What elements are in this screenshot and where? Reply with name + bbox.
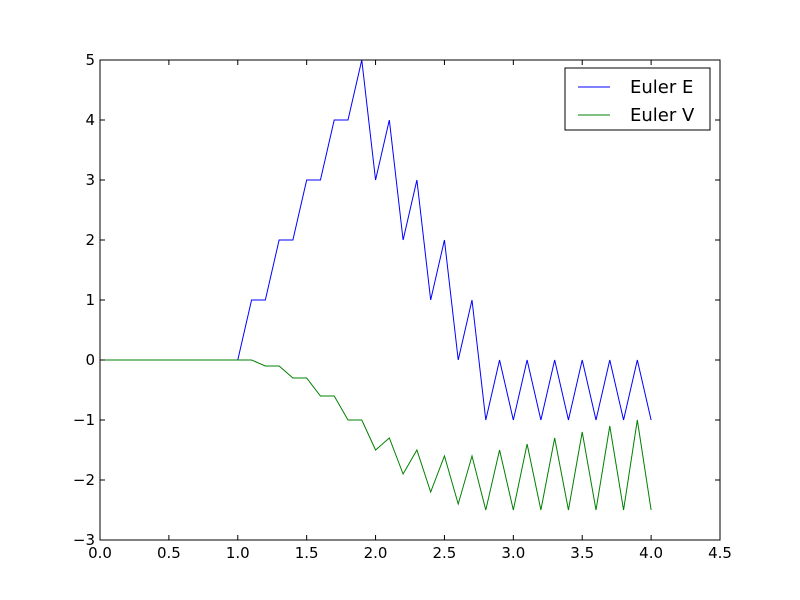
x-tick-label: 2.0	[364, 544, 388, 562]
y-tick-label: −1	[73, 411, 95, 429]
x-tick-label: 3.5	[570, 544, 594, 562]
legend-label-euler-v: Euler V	[630, 105, 695, 126]
y-tick-label: 2	[85, 231, 95, 249]
y-tick-label: 5	[85, 51, 95, 69]
y-tick-label: 1	[85, 291, 95, 309]
y-tick-labels: −3 −2 −1 0 1 2 3 4 5	[73, 51, 95, 549]
legend: Euler E Euler V	[564, 67, 711, 131]
legend-box	[564, 67, 711, 131]
y-tick-label: −2	[73, 471, 95, 489]
y-tick-label: −3	[73, 531, 95, 549]
plot-frame	[99, 59, 721, 541]
x-tick-label: 2.5	[433, 544, 457, 562]
x-tick-label: 3.0	[501, 544, 525, 562]
x-tick-label: 1.5	[295, 544, 319, 562]
y-tick-label: 0	[85, 351, 95, 369]
x-tick-label: 0.0	[88, 544, 112, 562]
y-tick-label: 4	[85, 111, 95, 129]
series-line-euler-v	[100, 359, 652, 511]
x-tick-labels: 0.0 0.5 1.0 1.5 2.0 2.5 3.0 3.5 4.0 4.5	[88, 544, 732, 562]
x-tick-label: 4.0	[639, 544, 663, 562]
y-tick-label: 3	[85, 171, 95, 189]
x-tick-label: 0.5	[157, 544, 181, 562]
plot-background	[100, 60, 720, 540]
legend-label-euler-e: Euler E	[630, 77, 693, 98]
x-tick-label: 4.5	[708, 544, 732, 562]
series-layer	[100, 59, 652, 511]
x-tick-label: 1.0	[226, 544, 250, 562]
